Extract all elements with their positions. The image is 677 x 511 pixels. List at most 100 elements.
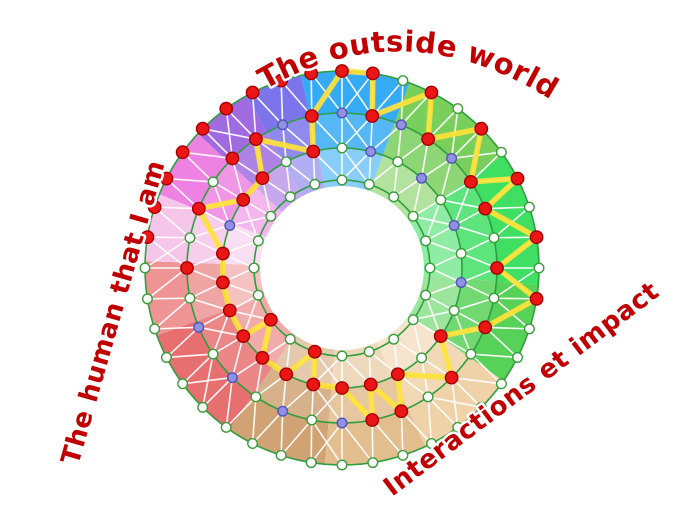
node-partial[interactable] (226, 372, 238, 384)
node-empty[interactable] (250, 391, 262, 403)
node-empty[interactable] (207, 176, 219, 188)
node-empty[interactable] (284, 333, 296, 345)
node-selected[interactable] (421, 132, 436, 147)
node-partial[interactable] (277, 405, 289, 417)
sector-tan-dark[interactable] (229, 335, 335, 465)
node-empty[interactable] (363, 346, 375, 358)
node-selected[interactable] (306, 144, 321, 159)
node-empty[interactable] (184, 292, 196, 304)
node-selected[interactable] (307, 344, 322, 359)
node-partial[interactable] (336, 417, 348, 429)
node-empty[interactable] (388, 191, 400, 203)
node-empty[interactable] (452, 103, 464, 115)
node-empty[interactable] (448, 305, 460, 317)
node-partial[interactable] (395, 119, 407, 131)
node-empty[interactable] (207, 348, 219, 360)
node-empty[interactable] (177, 378, 189, 390)
node-selected[interactable] (474, 121, 489, 136)
node-empty[interactable] (305, 457, 317, 469)
node-selected[interactable] (219, 101, 234, 116)
node-empty[interactable] (523, 323, 535, 335)
node-empty[interactable] (425, 438, 437, 450)
node-selected[interactable] (304, 109, 319, 123)
node-empty[interactable] (160, 351, 172, 363)
node-empty[interactable] (220, 421, 232, 433)
sector-green-light[interactable] (370, 82, 504, 221)
node-partial[interactable] (416, 172, 428, 184)
sector-salmon[interactable] (156, 296, 295, 430)
node-empty[interactable] (309, 178, 321, 190)
node-selected[interactable] (225, 151, 240, 166)
node-empty[interactable] (252, 235, 264, 247)
node-selected[interactable] (490, 261, 504, 275)
node-empty[interactable] (392, 156, 404, 168)
node-selected[interactable] (306, 377, 321, 392)
node-empty[interactable] (284, 191, 296, 203)
node-empty[interactable] (336, 459, 348, 471)
node-empty[interactable] (523, 201, 535, 213)
node-selected[interactable] (245, 85, 260, 100)
node-empty[interactable] (416, 352, 428, 364)
node-selected[interactable] (433, 329, 448, 344)
node-selected[interactable] (424, 85, 439, 100)
node-empty[interactable] (488, 292, 500, 304)
node-selected[interactable] (159, 171, 174, 186)
node-empty[interactable] (336, 350, 348, 362)
node-selected[interactable] (529, 291, 544, 306)
node-empty[interactable] (363, 178, 375, 190)
node-selected[interactable] (255, 350, 270, 365)
node-empty[interactable] (247, 438, 259, 450)
node-selected[interactable] (175, 145, 190, 160)
node-empty[interactable] (420, 289, 432, 301)
node-empty[interactable] (512, 351, 524, 363)
node-partial[interactable] (448, 219, 460, 231)
node-empty[interactable] (452, 421, 464, 433)
node-selected[interactable] (255, 171, 270, 186)
node-empty[interactable] (495, 146, 507, 158)
node-selected[interactable] (478, 201, 493, 216)
sector-salmon-light[interactable] (144, 261, 265, 336)
node-selected[interactable] (335, 64, 349, 78)
node-selected[interactable] (510, 171, 525, 186)
node-empty[interactable] (495, 378, 507, 390)
node-empty[interactable] (488, 232, 500, 244)
node-selected[interactable] (236, 329, 251, 344)
node-empty[interactable] (424, 262, 436, 274)
node-partial[interactable] (446, 152, 458, 164)
node-selected[interactable] (195, 121, 210, 136)
node-empty[interactable] (397, 75, 409, 87)
node-empty[interactable] (149, 323, 161, 335)
node-empty[interactable] (248, 262, 260, 274)
node-partial[interactable] (365, 145, 377, 157)
node-partial[interactable] (224, 219, 236, 231)
node-selected[interactable] (444, 370, 459, 385)
sector-violet[interactable] (246, 75, 325, 197)
node-empty[interactable] (455, 248, 467, 260)
node-partial[interactable] (455, 276, 467, 288)
node-empty[interactable] (184, 232, 196, 244)
node-selected[interactable] (263, 312, 278, 327)
node-empty[interactable] (265, 210, 277, 222)
node-empty[interactable] (275, 449, 287, 461)
node-selected[interactable] (180, 261, 194, 275)
node-selected[interactable] (365, 413, 380, 427)
node-selected[interactable] (215, 246, 230, 261)
node-empty[interactable] (367, 457, 379, 469)
node-partial[interactable] (277, 119, 289, 131)
node-selected[interactable] (394, 404, 409, 419)
node-selected[interactable] (463, 174, 478, 189)
sector-purple[interactable] (197, 95, 303, 213)
node-empty[interactable] (280, 156, 292, 168)
node-empty[interactable] (465, 348, 477, 360)
node-empty[interactable] (435, 194, 447, 206)
node-empty[interactable] (252, 289, 264, 301)
node-selected[interactable] (222, 303, 237, 318)
node-empty[interactable] (407, 210, 419, 222)
node-empty[interactable] (407, 314, 419, 326)
sector-tan-light[interactable] (376, 315, 504, 447)
node-selected[interactable] (274, 73, 289, 88)
node-empty[interactable] (336, 142, 348, 154)
node-selected[interactable] (335, 381, 349, 395)
node-empty[interactable] (197, 401, 209, 413)
node-selected[interactable] (304, 66, 319, 81)
